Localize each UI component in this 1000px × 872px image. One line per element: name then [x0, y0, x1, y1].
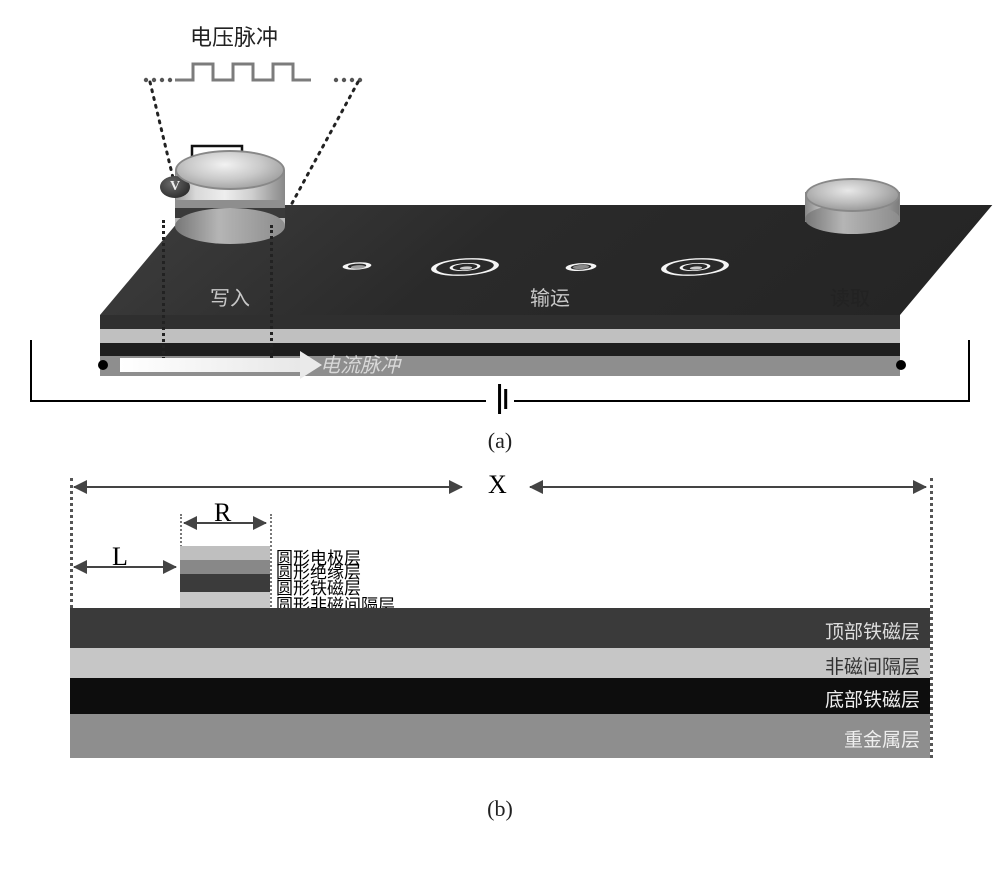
stack-layer-2: 底部铁磁层 [70, 678, 930, 714]
write-pillar-base [175, 208, 285, 244]
pillar-layer-1: 圆形绝缘层 [180, 560, 270, 574]
dim-r-label: R [214, 498, 231, 528]
voltage-pulse-label: 电压脉冲 [190, 20, 278, 52]
battery-minus [504, 389, 507, 409]
stack-layer-1-label: 非磁间隔层 [825, 652, 920, 679]
current-loop [30, 340, 970, 402]
dim-x-arrow-r [530, 486, 926, 488]
panel-b: X R L 圆形电极层 圆形绝缘层 圆形铁磁层 圆形非磁间隔层 顶部铁磁层 非磁… [30, 468, 970, 788]
dim-x-arrow-l [74, 486, 462, 488]
stack-layer-0-label: 顶部铁磁层 [825, 617, 920, 644]
main-stack: 顶部铁磁层 非磁间隔层 底部铁磁层 重金属层 [70, 608, 930, 758]
write-pillar-band1 [175, 200, 285, 208]
node-right [896, 360, 906, 370]
front-layer-top-fm [100, 315, 900, 329]
read-pillar-top [805, 178, 900, 212]
pillar-layer-0: 圆形电极层 [180, 546, 270, 560]
read-label: 读取 [830, 282, 870, 311]
stack-layer-1: 非磁间隔层 [70, 648, 930, 678]
pillar-layer-2: 圆形铁磁层 [180, 574, 270, 592]
guide-x-right [930, 478, 933, 758]
transport-label: 输运 [530, 282, 570, 311]
read-pillar [805, 178, 900, 234]
battery-plus [498, 384, 501, 414]
node-left [98, 360, 108, 370]
stack-layer-0: 顶部铁磁层 [70, 608, 930, 648]
pillar-layer-3: 圆形非磁间隔层 [180, 592, 270, 608]
write-pillar [175, 150, 285, 244]
stack-layer-3: 重金属层 [70, 714, 930, 758]
write-label: 写入 [210, 282, 250, 311]
stack-layer-3-label: 重金属层 [844, 725, 920, 752]
panel-a: 电压脉冲 [20, 20, 980, 420]
dim-l-label: L [112, 542, 128, 572]
dim-x-label: X [488, 470, 507, 500]
pillar-stack: 圆形电极层 圆形绝缘层 圆形铁磁层 圆形非磁间隔层 [180, 546, 270, 608]
panel-b-caption: (b) [20, 796, 980, 822]
stack-layer-2-label: 底部铁磁层 [825, 685, 920, 712]
write-pillar-top [175, 150, 285, 190]
panel-a-caption: (a) [20, 428, 980, 454]
